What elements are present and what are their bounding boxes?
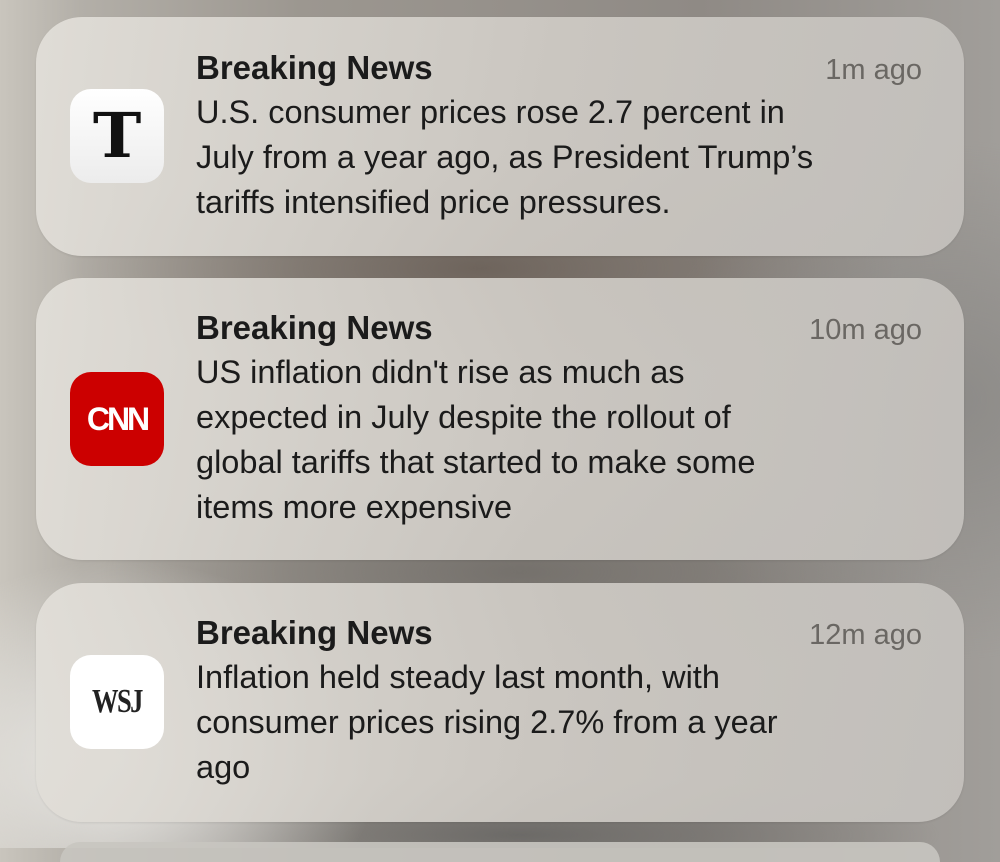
cnn-logo-glyph: CNN xyxy=(86,401,150,437)
notification-body: U.S. consumer prices rose 2.7 percent in… xyxy=(196,90,813,225)
wsj-logo-glyph: WSJ xyxy=(92,683,143,720)
body-line: U.S. consumer prices rose 2.7 percent in xyxy=(196,94,785,130)
body-line: Inflation held steady last month, with xyxy=(196,659,720,695)
notification-title: Breaking News xyxy=(196,614,433,651)
notification-wsj[interactable]: WSJ Breaking News 12m ago Inflation held… xyxy=(36,583,964,822)
body-line: consumer prices rising 2.7% from a year xyxy=(196,704,778,740)
notification-title: Breaking News xyxy=(196,309,433,346)
notification-cnn[interactable]: CNN Breaking News 10m ago US inflation d… xyxy=(36,278,964,560)
notification-nyt[interactable]: T Breaking News 1m ago U.S. consumer pri… xyxy=(36,17,964,256)
notification-body: US inflation didn't rise as much as expe… xyxy=(196,350,755,530)
body-line: global tariffs that started to make some xyxy=(196,444,756,480)
notification-body: Inflation held steady last month, with c… xyxy=(196,655,778,790)
body-line: ago xyxy=(196,749,251,785)
body-line: items more expensive xyxy=(196,489,513,525)
cnn-logo-icon: CNN xyxy=(70,372,164,466)
nyt-logo-icon: T xyxy=(70,89,164,183)
next-notification-edge xyxy=(60,842,940,862)
body-line: tariffs intensified price pressures. xyxy=(196,184,671,220)
body-line: US inflation didn't rise as much as xyxy=(196,354,685,390)
nyt-logo-glyph: T xyxy=(92,99,142,172)
notification-time: 10m ago xyxy=(809,314,922,346)
body-line: July from a year ago, as President Trump… xyxy=(196,139,814,175)
wsj-logo-icon: WSJ xyxy=(70,655,164,749)
body-line: expected in July despite the rollout of xyxy=(196,399,731,435)
notification-title: Breaking News xyxy=(196,49,433,86)
notification-time: 12m ago xyxy=(809,619,922,651)
notification-time: 1m ago xyxy=(825,54,922,86)
